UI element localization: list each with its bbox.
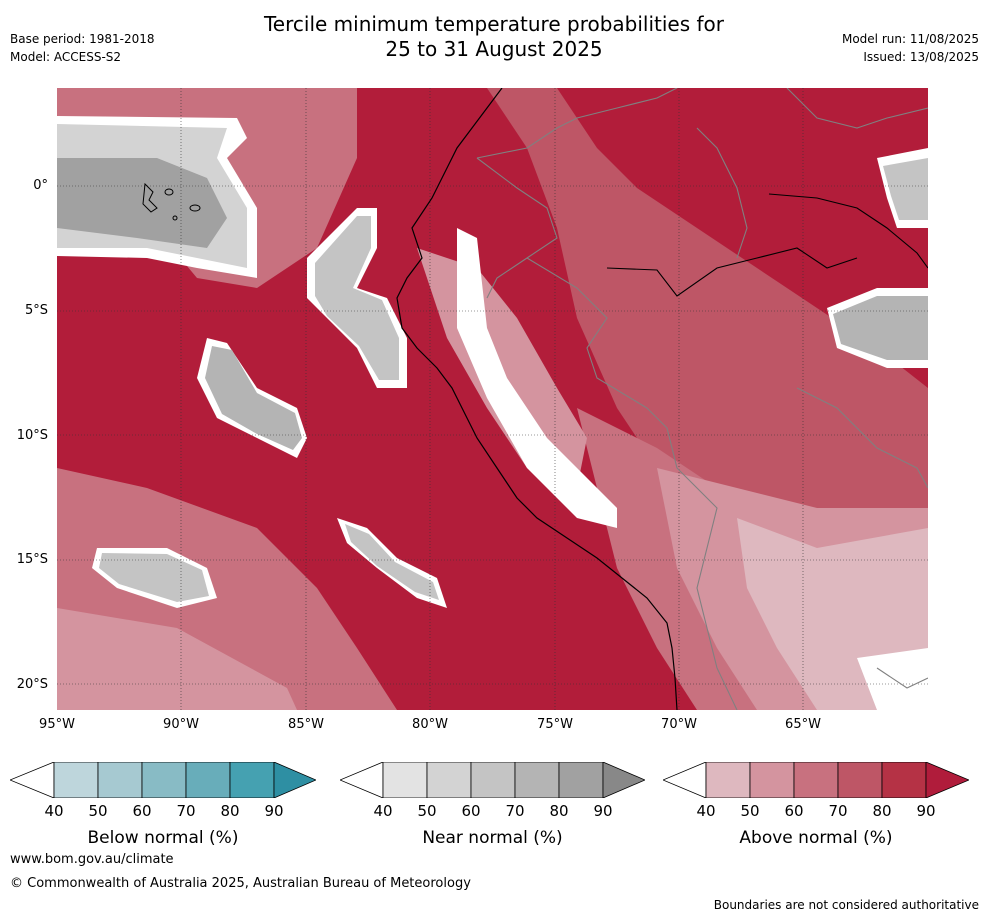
below-tick-80: 80	[220, 802, 240, 820]
lat-tick-5s: 5°S	[24, 303, 48, 318]
colorbar-below-normal: 40 50 60 70 80 90 Below normal (%)	[8, 761, 318, 848]
graticule	[57, 88, 928, 710]
near-tick-50: 50	[417, 802, 437, 820]
website-link[interactable]: www.bom.gov.au/climate	[10, 852, 174, 867]
probability-map[interactable]	[57, 88, 928, 710]
lat-tick-10s: 10°S	[16, 428, 48, 443]
colorbar-below-swatches	[8, 761, 318, 799]
lon-tick-80w: 80°W	[412, 717, 448, 732]
near-normal-coastal-60	[315, 216, 399, 380]
below-tick-60: 60	[132, 802, 152, 820]
near-normal-southeast-white	[857, 648, 928, 710]
near-normal-peru-offshore-70	[205, 346, 302, 450]
lon-tick-95w: 95°W	[39, 717, 75, 732]
model-run: Model run: 11/08/2025	[841, 32, 979, 46]
issued-date: Issued: 13/08/2025	[863, 50, 979, 64]
title-line-2: 25 to 31 August 2025	[385, 37, 603, 61]
lon-tick-65w: 65°W	[785, 717, 821, 732]
lon-tick-90w: 90°W	[163, 717, 199, 732]
near-tick-60: 60	[461, 802, 481, 820]
colorbar-above-normal: 40 50 60 70 80 90 Above normal (%)	[661, 761, 971, 848]
near-normal-galapagos-80	[57, 158, 227, 248]
near-normal-amazon-60	[883, 158, 928, 220]
above-tick-60: 60	[784, 802, 804, 820]
below-tick-50: 50	[88, 802, 108, 820]
above-tick-70: 70	[828, 802, 848, 820]
above-normal-label: Above normal (%)	[739, 828, 893, 848]
map-svg	[57, 88, 928, 710]
below-tick-90: 90	[264, 802, 284, 820]
galapagos-islands	[142, 182, 201, 221]
near-normal-east-70	[833, 296, 928, 360]
colorbar-above-swatches	[661, 761, 971, 799]
above-normal-70-band	[357, 88, 928, 608]
lon-tick-85w: 85°W	[288, 717, 324, 732]
near-normal-south-60	[99, 553, 209, 602]
near-tick-70: 70	[505, 802, 525, 820]
title-line-1: Tercile minimum temperature probabilitie…	[263, 12, 725, 36]
below-normal-label: Below normal (%)	[87, 828, 239, 848]
near-tick-80: 80	[549, 802, 569, 820]
base-period: Base period: 1981-2018	[10, 32, 155, 46]
lon-tick-70w: 70°W	[661, 717, 697, 732]
colorbar-near-normal: 40 50 60 70 80 90 Near normal (%)	[338, 761, 647, 848]
amazon-river	[768, 193, 928, 269]
lat-tick-0: 0°	[33, 178, 48, 193]
above-normal-50-southwest	[57, 608, 297, 710]
above-tick-90: 90	[916, 802, 936, 820]
lon-tick-75w: 75°W	[537, 717, 573, 732]
near-normal-label: Near normal (%)	[422, 828, 563, 848]
near-normal-coast-white-strip	[457, 228, 617, 528]
metadata-left: Base period: 1981-2018 Model: ACCESS-S2	[10, 30, 155, 66]
lat-tick-20s: 20°S	[16, 677, 48, 692]
above-tick-80: 80	[872, 802, 892, 820]
below-tick-70: 70	[176, 802, 196, 820]
below-tick-40: 40	[44, 802, 64, 820]
above-tick-50: 50	[740, 802, 760, 820]
metadata-right: Model run: 11/08/2025 Issued: 13/08/2025	[842, 30, 979, 66]
near-normal-southcoast-60	[345, 524, 439, 600]
colorbar-near-swatches	[338, 761, 647, 799]
lat-tick-15s: 15°S	[16, 552, 48, 567]
model-name: Model: ACCESS-S2	[10, 50, 122, 64]
chart-title: Tercile minimum temperature probabilitie…	[0, 12, 988, 62]
coastline	[396, 88, 678, 710]
copyright-text: © Commonwealth of Australia 2025, Austra…	[10, 876, 471, 891]
boundary-disclaimer: Boundaries are not considered authoritat…	[713, 898, 979, 912]
country-borders	[476, 88, 928, 710]
above-tick-40: 40	[696, 802, 716, 820]
near-tick-40: 40	[373, 802, 393, 820]
near-tick-90: 90	[593, 802, 613, 820]
maranon-river	[606, 247, 858, 297]
